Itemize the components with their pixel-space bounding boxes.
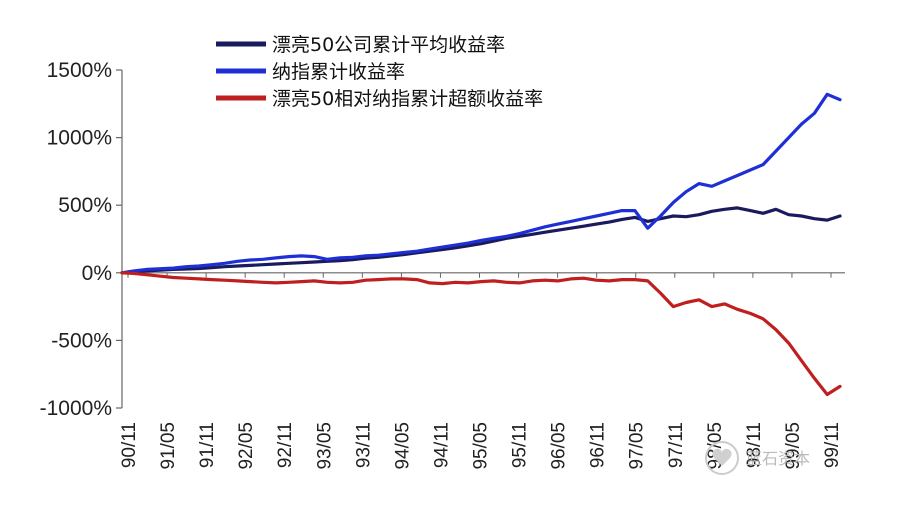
x-tick-label: 99/11: [822, 422, 843, 468]
legend-label-3: 漂亮50相对纳指累计超额收益率: [272, 88, 543, 110]
x-tick-label: 99/05: [783, 422, 804, 470]
watermark: 蓝石资本: [705, 441, 810, 475]
x-tick-label: 96/11: [588, 422, 609, 468]
x-tick-label: 95/11: [510, 422, 531, 468]
watermark-logo-icon: [705, 441, 739, 475]
series-line-2: [120, 92, 842, 275]
x-tick-label: 97/11: [666, 422, 687, 468]
y-tick-label: -1000%: [40, 397, 112, 420]
x-tick-label: 92/05: [236, 422, 257, 470]
series-layer: [120, 92, 842, 397]
series-line-1: [120, 206, 842, 275]
y-axis: 1500% 1000% 500% 0% -500% -1000%: [40, 59, 123, 420]
watermark-text: 蓝石资本: [746, 449, 810, 468]
x-tick-label: 95/05: [471, 422, 492, 470]
legend-label-1: 漂亮50公司累计平均收益率: [272, 34, 505, 56]
y-tick-label: 1000%: [47, 127, 112, 150]
y-tick-label: 1500%: [47, 59, 112, 82]
x-tick-label: 93/11: [353, 422, 374, 468]
x-tick-label: 91/05: [158, 422, 179, 470]
x-tick-label: 91/11: [197, 422, 218, 468]
x-axis: 90/11 91/05 91/11 92/05 92/11 93/05 93/11 94/05…: [119, 272, 845, 470]
x-tick-label: 92/11: [275, 422, 296, 468]
y-tick-label: -500%: [51, 329, 112, 352]
x-tick-label: 96/05: [549, 422, 570, 470]
x-tick-label: 90/11: [119, 422, 140, 468]
legend-label-2: 纳指累计收益率: [272, 61, 405, 83]
y-tick-label: 0%: [82, 262, 112, 285]
x-tick-label: 93/05: [314, 422, 335, 470]
y-tick-label: 500%: [58, 194, 112, 217]
series-line-3: [120, 271, 842, 397]
x-tick-label: 94/11: [431, 422, 452, 468]
watermark-heart-icon: [712, 448, 732, 466]
x-tick-label: 94/05: [392, 422, 413, 470]
x-tick-label: 97/05: [627, 422, 648, 470]
x-tick-label: 98/11: [744, 422, 765, 468]
